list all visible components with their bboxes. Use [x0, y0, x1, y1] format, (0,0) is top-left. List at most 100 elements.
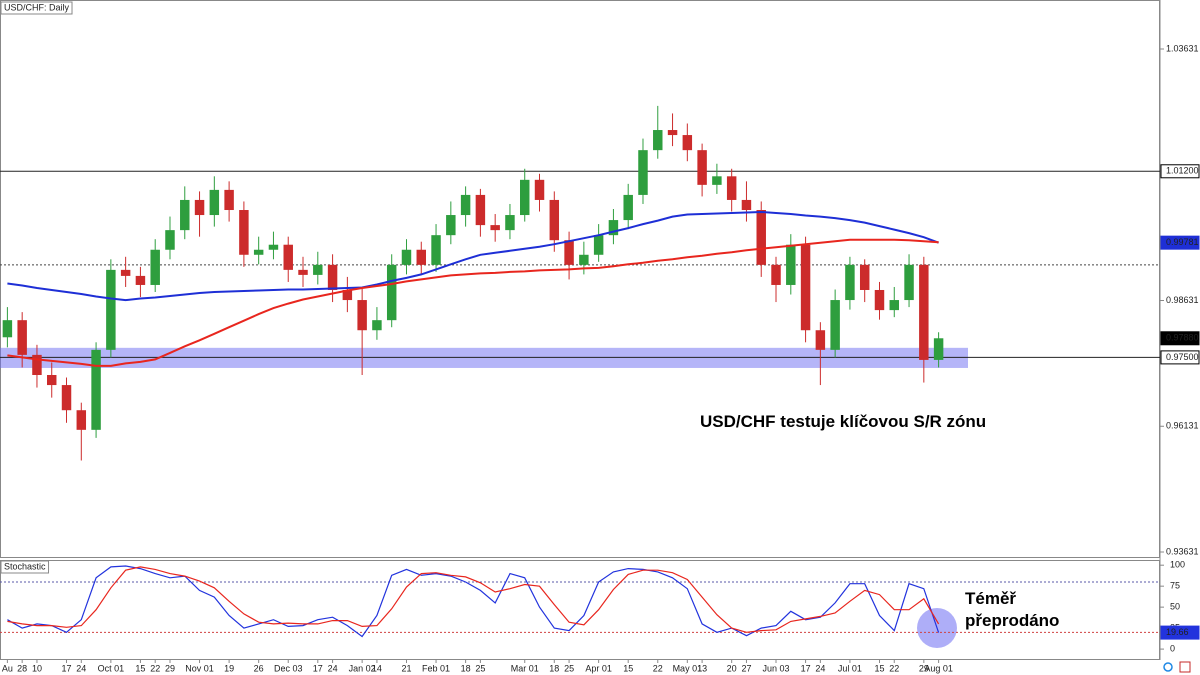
level-label: 0.97500 — [1166, 352, 1199, 362]
ma-label-box — [1160, 235, 1200, 250]
candle-body — [756, 210, 766, 265]
candle-body — [2, 320, 13, 338]
stoch-line — [7, 565, 940, 638]
candle-body — [165, 230, 175, 250]
candle-body — [268, 244, 279, 250]
candle-body — [786, 244, 796, 285]
candle-body — [209, 189, 220, 216]
x-tick-label: 24 — [328, 663, 338, 673]
y-tick-label: 50 — [1170, 602, 1180, 612]
x-tick-label: 17 — [801, 663, 811, 673]
candle-body — [150, 249, 160, 285]
panel-title: Stochastic — [4, 561, 46, 571]
price-label-box — [1160, 331, 1200, 346]
x-tick-label: 20 — [727, 663, 737, 673]
candle-body — [298, 269, 308, 275]
candle-body — [460, 194, 471, 216]
y-tick-label: 1.03631 — [1166, 43, 1199, 53]
x-tick-label: 15 — [623, 663, 633, 673]
candle-body — [771, 264, 781, 285]
panel-title-box — [0, 1, 73, 15]
candle-body — [431, 235, 441, 265]
stochastic-panel — [0, 560, 1160, 660]
x-tick-label: 10 — [32, 663, 42, 673]
candle-body — [416, 249, 426, 265]
candle-body — [933, 338, 944, 360]
x-tick-label: 25 — [475, 663, 485, 673]
icon — [1179, 661, 1191, 673]
candle-body — [638, 150, 648, 195]
x-tick-label: 13 — [697, 663, 707, 673]
candle-body — [874, 289, 885, 311]
candle-body — [180, 199, 190, 231]
x-tick-label: Jan 02 — [349, 663, 376, 673]
x-tick-label: Apr 01 — [585, 663, 612, 673]
main-panel — [0, 0, 1160, 558]
candle-body — [623, 194, 633, 221]
sr-zone — [0, 347, 968, 368]
candle-body — [446, 215, 456, 236]
candle-body — [505, 215, 515, 231]
x-tick-label: 15 — [874, 663, 884, 673]
candle-body — [815, 330, 826, 350]
x-tick-label: 22 — [889, 663, 899, 673]
x-tick-label: 17 — [313, 663, 323, 673]
panel-title: USD/CHF: Daily — [4, 2, 70, 12]
x-tick-label: Dec 03 — [274, 663, 303, 673]
candle-body — [904, 264, 914, 301]
x-tick-label: Au — [2, 663, 13, 673]
candle-body — [401, 249, 412, 265]
moving-average — [7, 238, 939, 367]
icon — [1163, 662, 1173, 672]
x-tick-label: 28 — [17, 663, 27, 673]
moving-average — [7, 210, 939, 302]
x-tick-label: May 01 — [673, 663, 703, 673]
x-tick-label: 14 — [372, 663, 382, 673]
y-tick-label: 75 — [1170, 581, 1180, 591]
x-tick-label: 27 — [741, 663, 751, 673]
x-tick-label: 15 — [135, 663, 145, 673]
candle-body — [91, 349, 101, 430]
x-tick-label: 24 — [76, 663, 86, 673]
candle-body — [135, 275, 146, 285]
panel-title-box — [0, 560, 50, 574]
candle-body — [800, 244, 811, 331]
candle-body — [726, 176, 737, 200]
candle-body — [106, 269, 116, 350]
candle-body — [17, 320, 27, 355]
stoch-value-label-box — [1160, 625, 1200, 640]
candle-body — [283, 244, 293, 270]
stoch-line — [7, 566, 940, 633]
x-tick-label: Aug 01 — [924, 663, 953, 673]
candle-body — [667, 130, 678, 136]
candle-body — [520, 179, 530, 216]
candle-body — [682, 135, 693, 151]
annotation: USD/CHF testuje klíčovou S/R zónu — [700, 412, 986, 431]
candle-body — [194, 199, 205, 216]
level-label-box — [1160, 164, 1200, 179]
candle-body — [386, 264, 397, 321]
candle-body — [830, 300, 840, 350]
x-tick-label: Feb 01 — [422, 663, 450, 673]
candle-body — [859, 264, 870, 290]
y-tick-label: 100 — [1170, 560, 1185, 570]
candle-body — [61, 385, 72, 411]
x-tick-label: Jul 01 — [838, 663, 862, 673]
candle-body — [475, 194, 486, 226]
candle-body — [313, 264, 323, 275]
x-tick-label: 25 — [564, 663, 574, 673]
candle-body — [564, 240, 574, 265]
x-tick-label: Nov 01 — [185, 663, 214, 673]
y-tick-label: 0.96131 — [1166, 421, 1199, 431]
x-tick-label: 21 — [401, 663, 411, 673]
x-tick-label: 29 — [919, 663, 929, 673]
candle-body — [120, 269, 131, 276]
annotation: Téměř — [965, 589, 1016, 608]
x-tick-label: Jun 03 — [763, 663, 790, 673]
candle-body — [357, 300, 367, 331]
stoch-value-label: 19.66 — [1166, 627, 1189, 637]
candle-body — [47, 375, 57, 386]
candle-body — [76, 410, 87, 430]
x-tick-label: 26 — [254, 663, 264, 673]
